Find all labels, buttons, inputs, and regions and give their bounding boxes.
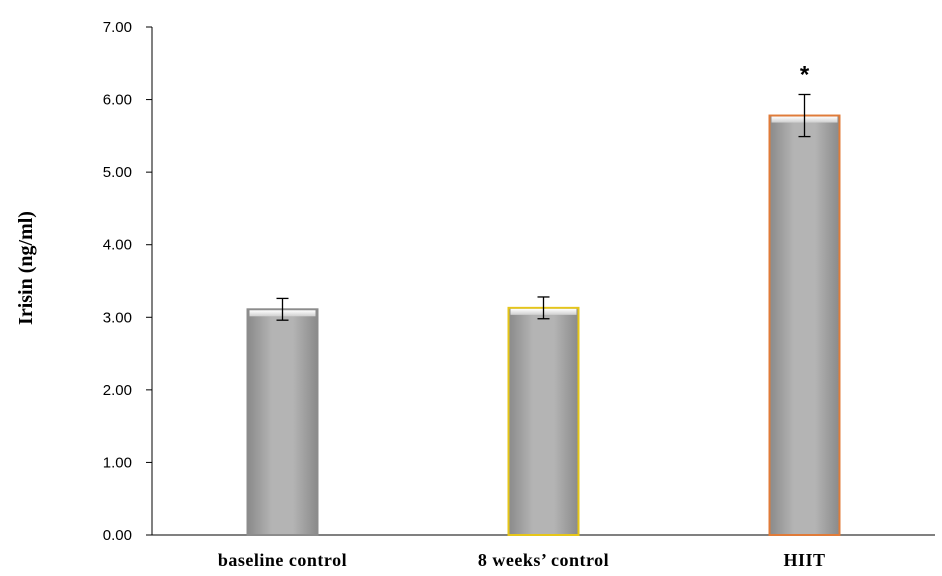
error-bars	[276, 93, 811, 321]
y-tick-label: 7.00	[103, 19, 132, 36]
y-axis-label: Irisin (ng/ml)	[15, 211, 37, 325]
y-tick-label: 3.00	[103, 309, 132, 326]
y-tick-label: 0.00	[103, 527, 132, 544]
x-axis-category-labels: baseline control 8 weeks’ control HIIT	[218, 550, 825, 570]
y-tick-label: 5.00	[103, 164, 132, 181]
significance-marker: *	[800, 61, 810, 88]
bar	[246, 308, 319, 536]
annotations: *	[800, 61, 810, 88]
y-tick-label: 1.00	[103, 454, 132, 471]
y-axis-ticks: 0.00 1.00 2.00 3.00 4.00 5.00 6.00 7.00	[103, 19, 152, 544]
bar	[507, 306, 580, 537]
y-axis-label-group: Irisin (ng/ml)	[15, 211, 37, 325]
y-tick-label: 2.00	[103, 382, 132, 399]
bars	[246, 114, 841, 537]
x-category-label: baseline control	[218, 550, 347, 570]
bar	[768, 114, 841, 536]
x-category-label: 8 weeks’ control	[478, 550, 609, 570]
y-tick-label: 4.00	[103, 237, 132, 254]
x-category-label: HIIT	[783, 550, 825, 570]
y-tick-label: 6.00	[103, 92, 132, 109]
